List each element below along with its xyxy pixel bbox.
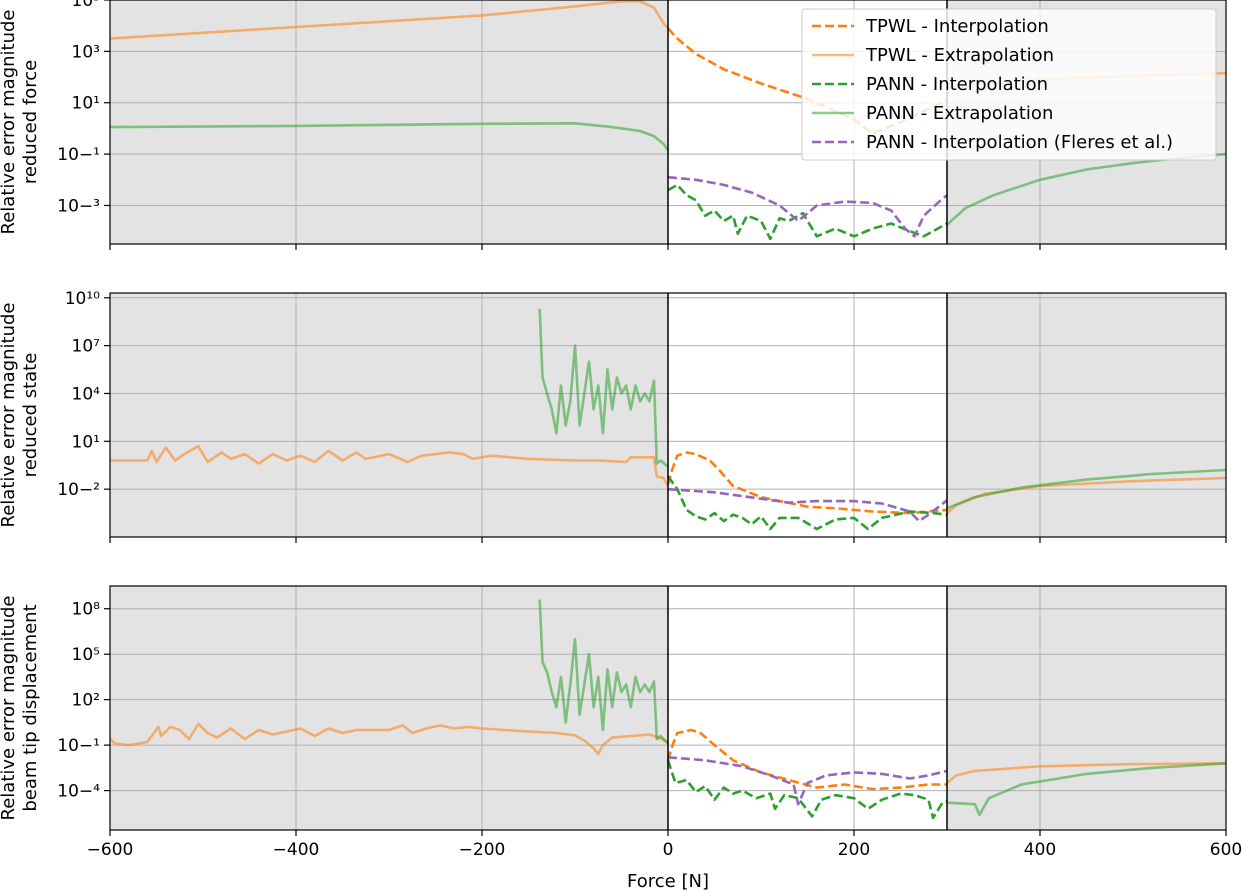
y-tick-label: 10⁸ bbox=[72, 600, 101, 620]
y-tick-label: 10−¹ bbox=[57, 145, 100, 165]
x-tick-label: 200 bbox=[838, 840, 870, 860]
axes-frame bbox=[109, 292, 1227, 538]
legend-label: TPWL - Extrapolation bbox=[865, 45, 1054, 66]
extrapolation-shaded-region bbox=[110, 0, 668, 244]
legend-box bbox=[801, 8, 1217, 161]
series-line bbox=[667, 175, 948, 238]
y-tick-label: 10−³ bbox=[57, 196, 100, 216]
y-axis-label: reduced state bbox=[20, 353, 41, 478]
panel-3: 10−⁴ 10−¹ 10² 10⁵ 10⁸ −600 −400 −200 0 200 400 600 R… bbox=[0, 585, 1242, 860]
series-line bbox=[667, 756, 948, 806]
legend-label: PANN - Interpolation bbox=[866, 74, 1048, 95]
y-tick-label: 10−² bbox=[57, 480, 100, 500]
x-tick-label: 400 bbox=[1024, 840, 1056, 860]
y-tick-label: 10⁵ bbox=[72, 645, 100, 665]
y-tick-label: 10−¹ bbox=[57, 736, 100, 756]
y-axis-label: beam tip displacement bbox=[20, 604, 41, 811]
series-line bbox=[667, 487, 948, 523]
series-line bbox=[666, 759, 948, 820]
extrapolation-shaded-region bbox=[110, 586, 668, 830]
y-tick-label: 10² bbox=[72, 691, 100, 711]
series-line bbox=[109, 722, 669, 756]
series-line bbox=[946, 468, 1227, 510]
series-line bbox=[666, 451, 948, 515]
y-axis-label: Relative error magnitude bbox=[0, 10, 19, 235]
y-tick-label: 10¹ bbox=[72, 432, 100, 452]
y-tick-label: 10⁵ bbox=[72, 0, 100, 11]
series-line bbox=[109, 0, 669, 40]
series-line bbox=[946, 762, 1227, 817]
y-axis-label: Relative error magnitude bbox=[0, 596, 19, 821]
y-axis-label: reduced force bbox=[20, 60, 41, 184]
y-tick-label: 10⁴ bbox=[72, 384, 101, 404]
series-line bbox=[538, 308, 669, 468]
x-tick-label: 600 bbox=[1210, 840, 1242, 860]
x-tick-label: −600 bbox=[87, 840, 134, 860]
legend-label: PANN - Interpolation (Fleres et al.) bbox=[866, 132, 1173, 153]
y-tick-label: 10¹⁰ bbox=[65, 289, 100, 309]
extrapolation-shaded-region bbox=[947, 293, 1226, 537]
y-axis-label: Relative error magnitude bbox=[0, 303, 19, 528]
y-tick-label: 10−⁴ bbox=[57, 782, 100, 802]
x-tick-label: 0 bbox=[663, 840, 674, 860]
legend: TPWL - Interpolation TPWL - Extrapolation… bbox=[801, 8, 1217, 161]
panel-2: 10−² 10¹ 10⁴ 10⁷ 10¹⁰ Relative error magnitud… bbox=[0, 289, 1227, 543]
series-line bbox=[946, 762, 1227, 785]
y-tick-label: 10³ bbox=[72, 42, 100, 62]
extrapolation-shaded-region bbox=[110, 293, 668, 537]
x-axis-label: Force [N] bbox=[627, 871, 709, 891]
x-tick-label: −400 bbox=[273, 840, 320, 860]
series-line bbox=[667, 183, 948, 241]
extrapolation-shaded-region bbox=[947, 586, 1226, 830]
x-tick-label: −200 bbox=[459, 840, 506, 860]
axes-frame bbox=[109, 585, 1227, 831]
axes-frame bbox=[109, 0, 1227, 245]
legend-label: PANN - Extrapolation bbox=[866, 103, 1053, 124]
series-line bbox=[109, 122, 670, 152]
y-tick-label: 10⁷ bbox=[72, 337, 101, 357]
series-line bbox=[538, 599, 669, 745]
series-line bbox=[666, 475, 948, 531]
y-tick-label: 10¹ bbox=[72, 94, 100, 114]
series-line bbox=[110, 444, 670, 487]
legend-label: TPWL - Interpolation bbox=[865, 16, 1049, 37]
